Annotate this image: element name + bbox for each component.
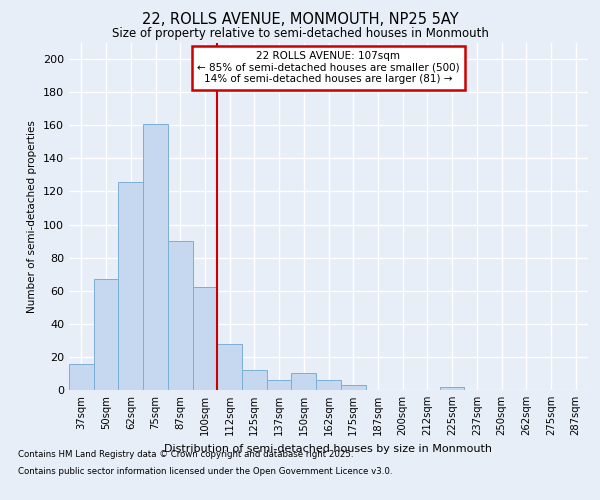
Text: Contains public sector information licensed under the Open Government Licence v3: Contains public sector information licen…: [18, 468, 392, 476]
Text: Size of property relative to semi-detached houses in Monmouth: Size of property relative to semi-detach…: [112, 28, 488, 40]
Y-axis label: Number of semi-detached properties: Number of semi-detached properties: [28, 120, 37, 312]
Text: Contains HM Land Registry data © Crown copyright and database right 2025.: Contains HM Land Registry data © Crown c…: [18, 450, 353, 459]
Bar: [292, 374, 316, 390]
Bar: [69, 364, 94, 390]
Bar: [316, 380, 341, 390]
Bar: [94, 279, 118, 390]
X-axis label: Distribution of semi-detached houses by size in Monmouth: Distribution of semi-detached houses by …: [164, 444, 493, 454]
Bar: [193, 288, 217, 390]
Bar: [168, 241, 193, 390]
Bar: [267, 380, 292, 390]
Bar: [242, 370, 267, 390]
Text: 22, ROLLS AVENUE, MONMOUTH, NP25 5AY: 22, ROLLS AVENUE, MONMOUTH, NP25 5AY: [142, 12, 458, 28]
Bar: [118, 182, 143, 390]
Bar: [143, 124, 168, 390]
Text: 22 ROLLS AVENUE: 107sqm
← 85% of semi-detached houses are smaller (500)
14% of s: 22 ROLLS AVENUE: 107sqm ← 85% of semi-de…: [197, 51, 460, 84]
Bar: [217, 344, 242, 390]
Bar: [341, 385, 365, 390]
Bar: [440, 386, 464, 390]
